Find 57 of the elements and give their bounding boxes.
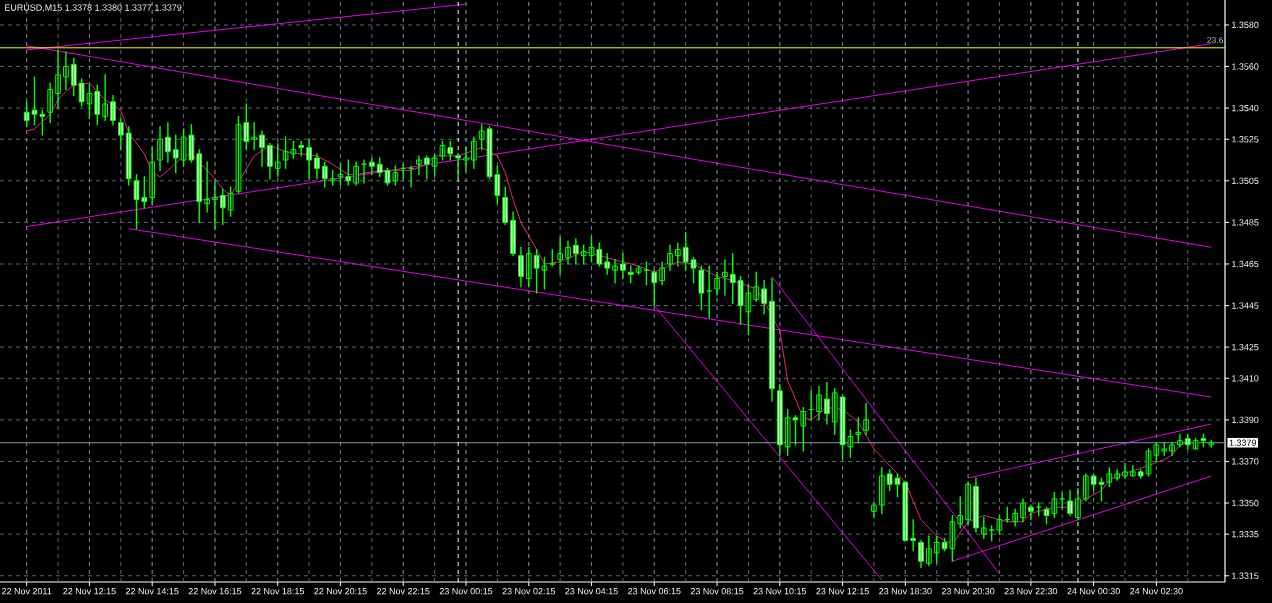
x-tick-label: 22 Nov 16:15 bbox=[188, 588, 242, 595]
candlestick bbox=[431, 153, 438, 178]
x-tick-label: 23 Nov 22:30 bbox=[1004, 588, 1058, 595]
candlestick bbox=[878, 466, 885, 515]
x-tick-label: 22 Nov 12:15 bbox=[63, 588, 116, 595]
y-tick-label: 1.3390 bbox=[1232, 416, 1259, 424]
x-tick-label: 23 Nov 20:30 bbox=[941, 588, 995, 595]
annotation: 23.6 bbox=[1207, 37, 1224, 44]
x-tick-label: 23 Nov 06:15 bbox=[628, 588, 681, 595]
y-tick-label: 1.3350 bbox=[1232, 499, 1259, 507]
y-tick-label: 1.3425 bbox=[1232, 343, 1259, 351]
candlestick bbox=[463, 146, 469, 172]
y-tick-label: 1.3335 bbox=[1232, 531, 1259, 538]
ref-line-label: 1.3379 bbox=[1229, 439, 1257, 446]
candlestick bbox=[604, 252, 611, 276]
candlestick bbox=[753, 271, 760, 303]
x-tick-label: 23 Nov 18:30 bbox=[879, 588, 932, 595]
candlestick bbox=[831, 387, 838, 436]
candlestick bbox=[980, 516, 987, 540]
candlestick bbox=[439, 140, 446, 161]
x-tick-label: 23 Nov 00:15 bbox=[439, 588, 493, 595]
x-tick-label: 23 Nov 12:15 bbox=[816, 588, 869, 595]
y-tick-label: 1.3370 bbox=[1232, 458, 1259, 465]
x-tick-label: 22 Nov 18:15 bbox=[251, 588, 305, 595]
x-tick-label: 23 Nov 08:15 bbox=[690, 588, 744, 595]
candlestick bbox=[274, 142, 281, 178]
x-tick-label: 24 Nov 00:30 bbox=[1067, 588, 1120, 595]
x-tick-label: 22 Nov 20:15 bbox=[314, 588, 367, 595]
y-tick-label: 1.3540 bbox=[1232, 104, 1259, 112]
candlestick bbox=[996, 514, 1003, 535]
candlestick bbox=[172, 134, 179, 174]
y-tick-label: 1.3465 bbox=[1232, 260, 1259, 268]
candlestick bbox=[933, 535, 940, 564]
y-tick-label: 1.3445 bbox=[1232, 302, 1259, 309]
y-tick-label: 1.3485 bbox=[1232, 219, 1259, 226]
x-tick-label: 22 Nov 14:15 bbox=[125, 588, 179, 595]
y-tick-label: 1.3560 bbox=[1232, 63, 1259, 70]
candlestick bbox=[478, 124, 485, 151]
y-tick-label: 1.3580 bbox=[1232, 21, 1259, 29]
candlestick bbox=[423, 155, 430, 180]
x-tick-label: 24 Nov 02:30 bbox=[1130, 588, 1183, 595]
candlestick bbox=[243, 103, 250, 151]
y-tick-label: 1.3505 bbox=[1232, 177, 1259, 185]
x-tick-label: 23 Nov 10:15 bbox=[753, 588, 807, 595]
x-tick-label: 22 Nov 22:15 bbox=[377, 588, 430, 595]
candlestick bbox=[227, 186, 234, 217]
y-tick-label: 1.3315 bbox=[1232, 572, 1259, 579]
x-tick-label: 22 Nov 2011 bbox=[2, 588, 52, 595]
y-tick-label: 1.3410 bbox=[1232, 375, 1259, 382]
chart-title: EURUSD,M15 1.3378 1.3380 1.3377 1.3379 bbox=[5, 4, 182, 12]
x-tick-label: 23 Nov 02:15 bbox=[502, 588, 556, 595]
candlestick bbox=[1082, 473, 1089, 502]
candlestick bbox=[690, 257, 697, 284]
y-tick-label: 1.3525 bbox=[1232, 136, 1259, 143]
candlestick bbox=[1106, 466, 1113, 488]
candlestick bbox=[682, 232, 689, 271]
x-tick-label: 23 Nov 04:15 bbox=[565, 588, 618, 595]
